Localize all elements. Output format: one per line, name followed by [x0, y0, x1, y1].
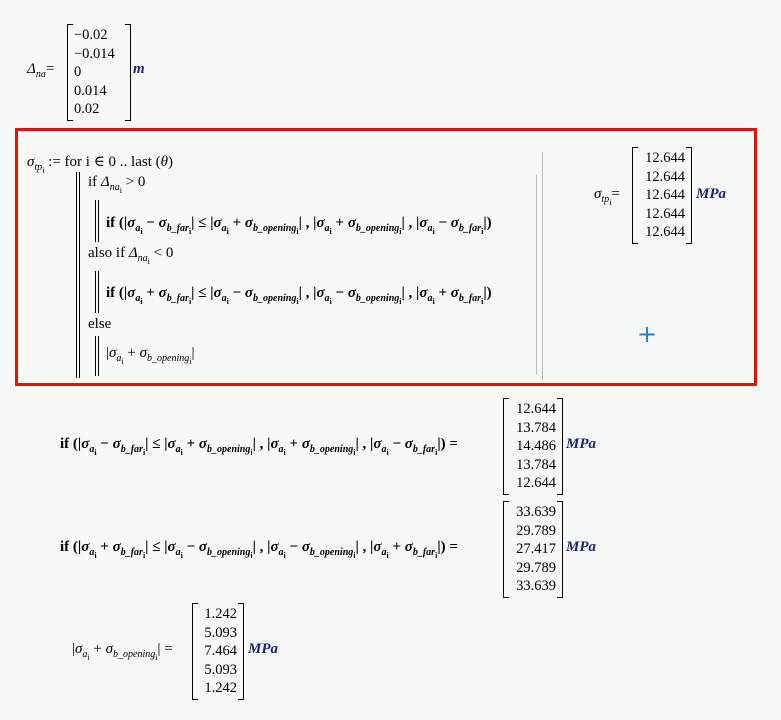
- delta-na-label[interactable]: Δna=: [27, 61, 55, 80]
- program-bar: [95, 336, 99, 376]
- eval1-matrix: 12.644 13.784 14.486 13.784 12.644: [503, 398, 563, 495]
- program-else-body[interactable]: |σai + σb_openingi|: [106, 345, 195, 366]
- eval1-expression[interactable]: if (|σai − σb_fari| ≤ |σai + σb_openingi…: [60, 436, 458, 457]
- delta-na-matrix: −0.02 −0.014 0 0.014 0.02: [67, 24, 131, 121]
- matrix-cell: 0.02: [74, 101, 100, 117]
- matrix-cell: 0: [74, 64, 82, 80]
- unit-mpa: MPa: [248, 641, 278, 657]
- program-also-body[interactable]: if (|σai + σb_fari| ≤ |σai − σb_openingi…: [106, 285, 492, 306]
- matrix-cell: 12.644: [516, 475, 556, 491]
- matrix-cell: 0.014: [74, 82, 107, 99]
- matrix-cell: 33.639: [516, 578, 556, 594]
- matrix-cell: 13.784: [516, 419, 556, 436]
- sigma-tp-label[interactable]: σtpi=: [594, 186, 620, 207]
- add-region-plus-icon[interactable]: +: [637, 320, 658, 348]
- unit-mpa: MPa: [696, 186, 726, 202]
- matrix-cell: 27.417: [516, 541, 556, 557]
- eval3-expression[interactable]: |σai + σb_openingi| =: [72, 641, 173, 662]
- unit-mpa: MPa: [566, 539, 596, 555]
- matrix-cell: 5.093: [204, 661, 237, 678]
- selected-region-highlight[interactable]: [15, 128, 757, 386]
- program-bar: [95, 200, 99, 242]
- program-if-body[interactable]: if (|σai − σb_fari| ≤ |σai + σb_openingi…: [106, 215, 492, 236]
- program-right-bar: [536, 175, 537, 375]
- matrix-cell: −0.014: [74, 45, 115, 62]
- matrix-cell: 12.644: [516, 401, 556, 417]
- matrix-cell: 12.644: [645, 150, 685, 166]
- matrix-cell: 12.644: [645, 187, 685, 203]
- matrix-cell: 7.464: [204, 643, 237, 659]
- matrix-cell: 5.093: [204, 624, 237, 641]
- matrix-cell: 29.789: [516, 522, 556, 539]
- region-separator: [542, 152, 543, 380]
- matrix-cell: 12.644: [645, 205, 685, 222]
- matrix-cell: 12.644: [645, 224, 685, 240]
- program-bar: [76, 172, 80, 378]
- eval2-expression[interactable]: if (|σai + σb_fari| ≤ |σai − σb_openingi…: [60, 539, 458, 560]
- program-else[interactable]: else: [88, 316, 112, 332]
- sigma-tp-matrix: 12.644 12.644 12.644 12.644 12.644: [632, 147, 692, 244]
- matrix-cell: 13.784: [516, 456, 556, 473]
- program-bar: [95, 271, 99, 313]
- unit-m: m: [133, 61, 145, 77]
- program-if[interactable]: if Δnai > 0: [88, 174, 146, 195]
- eval3-matrix: 1.242 5.093 7.464 5.093 1.242: [192, 603, 244, 700]
- matrix-cell: 1.242: [204, 680, 237, 696]
- program-header[interactable]: σtpi := for i ∈ 0 .. last (θ): [27, 154, 174, 175]
- eval2-matrix: 33.639 29.789 27.417 29.789 33.639: [503, 501, 563, 598]
- matrix-cell: 29.789: [516, 559, 556, 576]
- unit-mpa: MPa: [566, 436, 596, 452]
- matrix-cell: 1.242: [204, 606, 237, 622]
- matrix-cell: −0.02: [74, 27, 108, 43]
- program-also-if[interactable]: also if Δnai < 0: [88, 245, 174, 266]
- matrix-cell: 14.486: [516, 438, 556, 454]
- matrix-cell: 12.644: [645, 168, 685, 185]
- matrix-cell: 33.639: [516, 504, 556, 520]
